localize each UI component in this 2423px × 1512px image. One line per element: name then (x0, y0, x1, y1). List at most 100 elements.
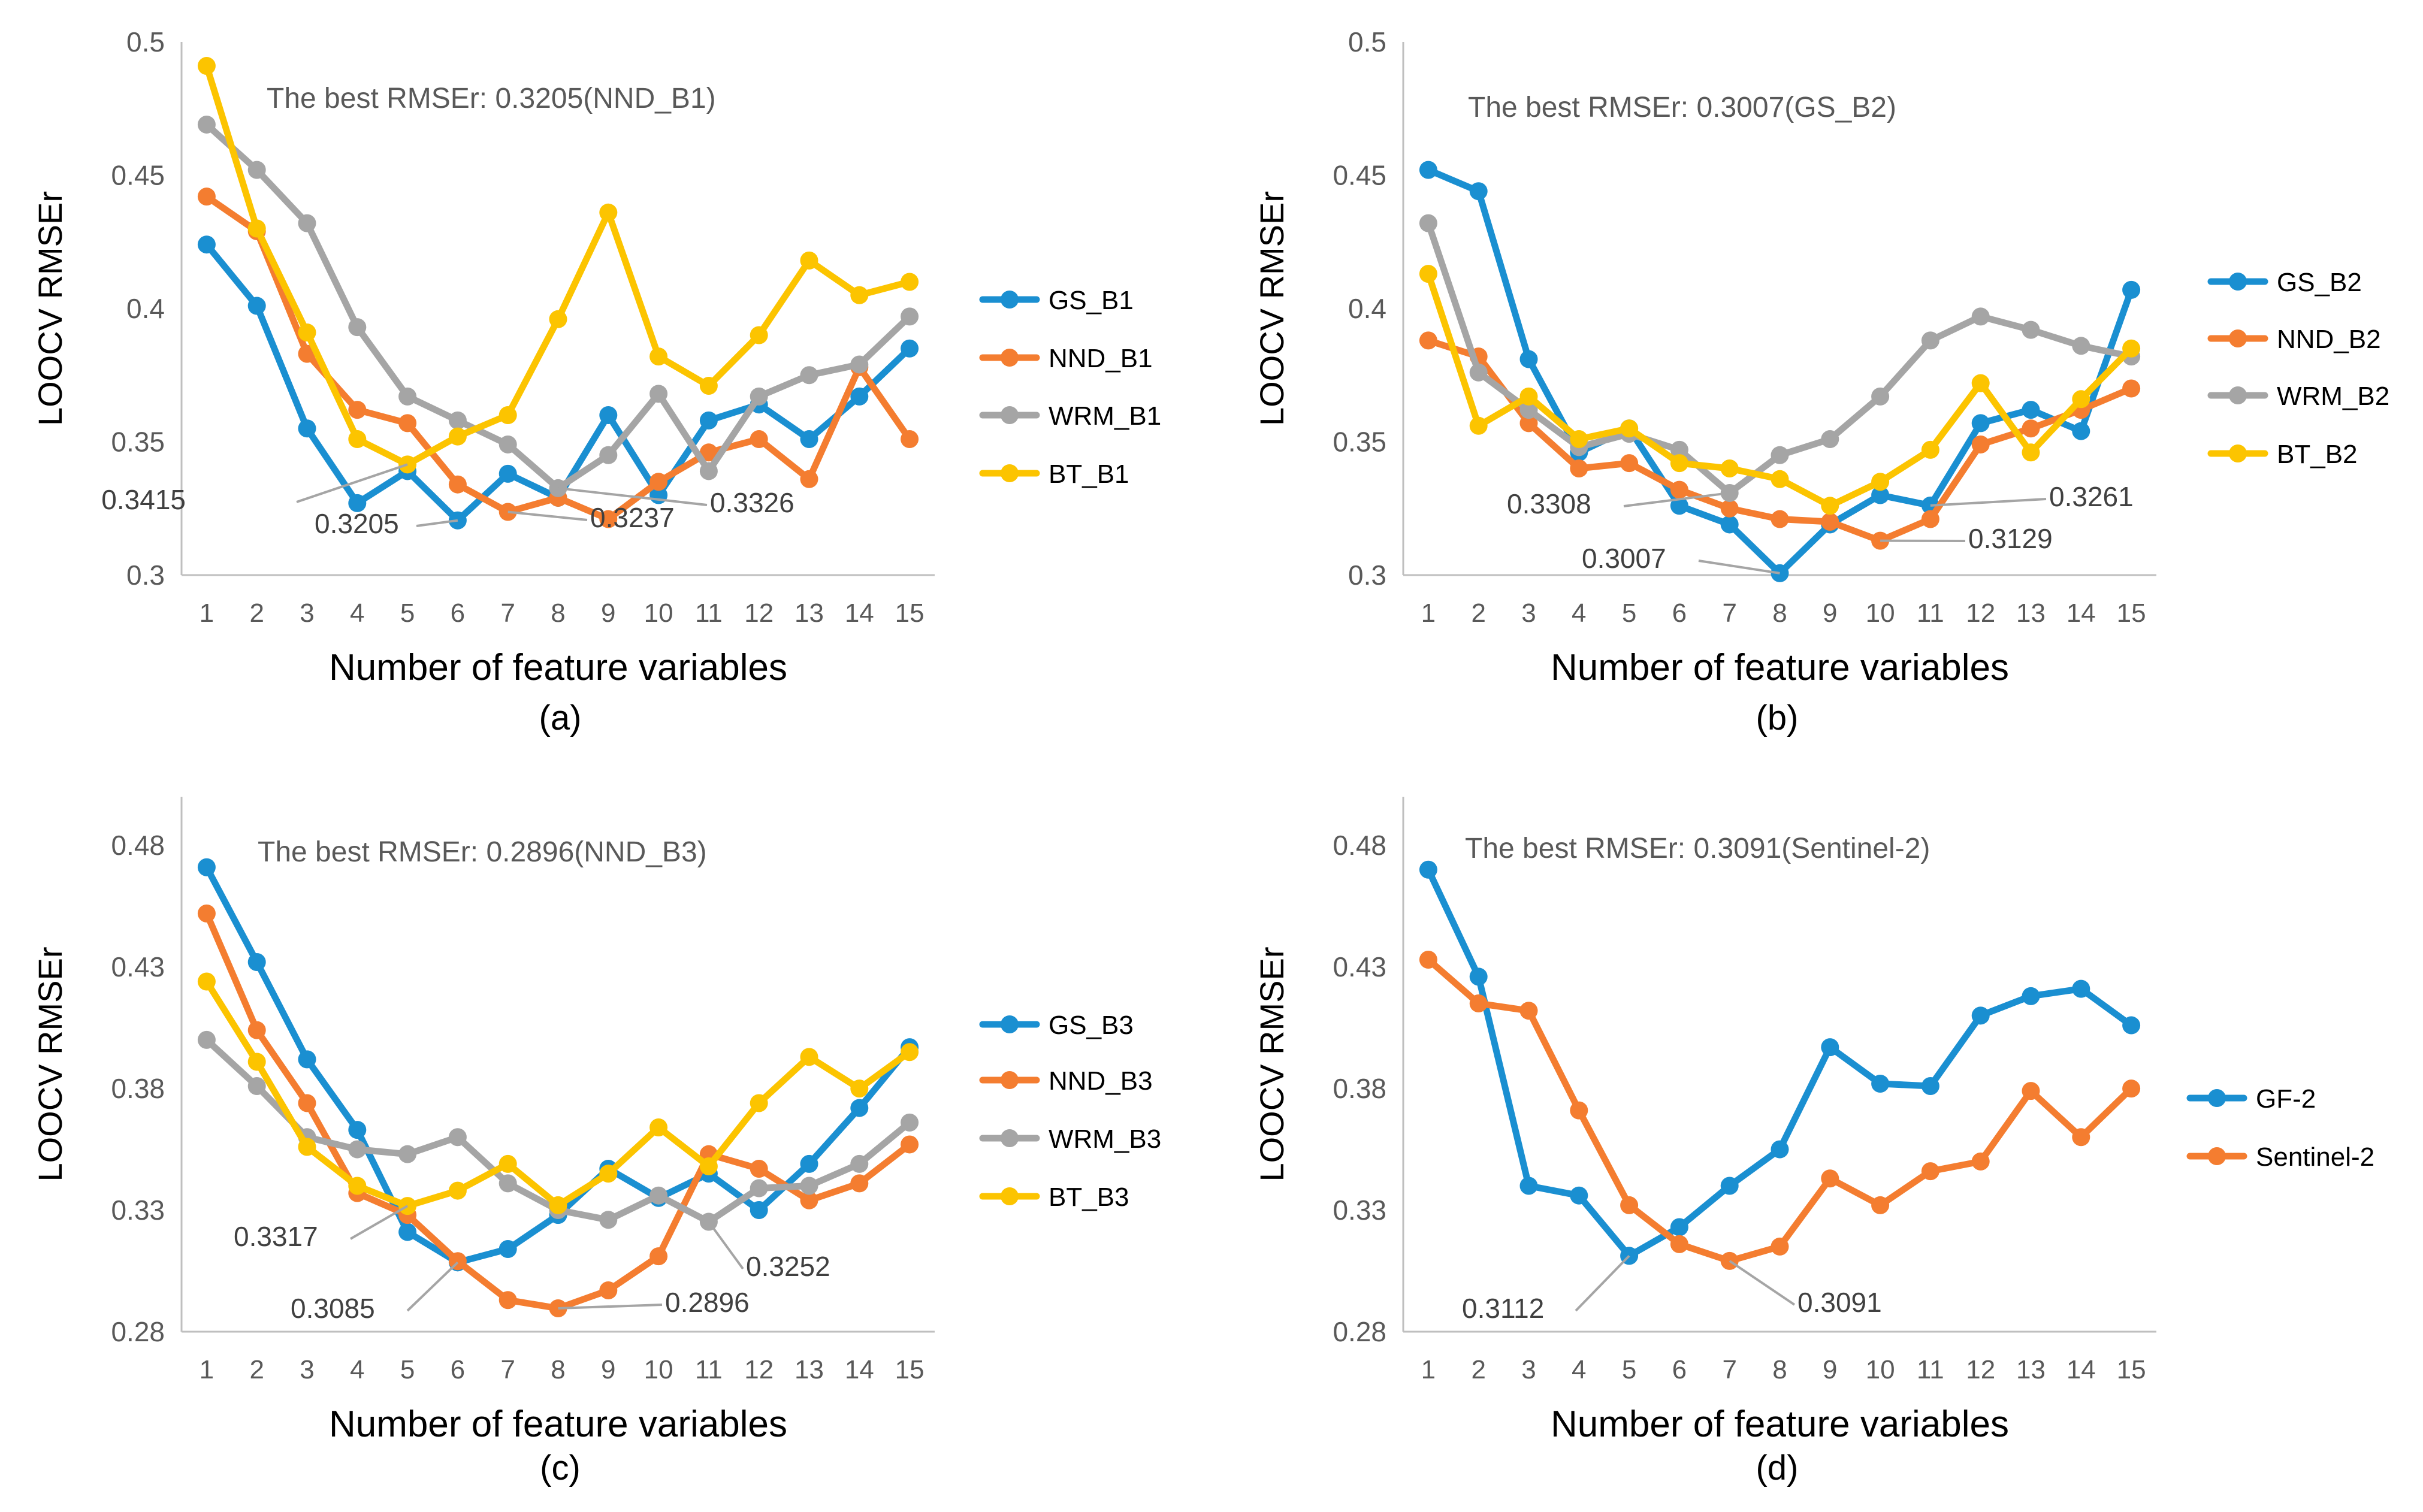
x-tick-label: 11 (695, 598, 723, 628)
data-point-NND_B2 (1821, 513, 1839, 531)
data-point-NND_B2 (2022, 419, 2040, 438)
data-point-Sentinel-2 (1670, 1235, 1688, 1253)
data-point-BT_B2 (1469, 416, 1488, 435)
data-point-GS_B2 (2072, 422, 2090, 440)
data-point-BT_B2 (2022, 443, 2040, 462)
x-tick-label: 9 (1823, 1355, 1837, 1384)
y-tick-label: 0.38 (111, 1073, 165, 1104)
data-point-BT_B2 (1419, 265, 1437, 283)
y-axis-title: LOOCV RMSEr (1253, 191, 1291, 426)
x-tick-label: 8 (551, 1355, 565, 1384)
chart-panel-2: 0.30.350.40.450.51 2 3 4 5 6 7 8 9 10 11 12 13 14 15LO… (1253, 26, 2389, 737)
data-point-BT_B1 (499, 406, 517, 424)
data-point-WRM_B1 (750, 387, 768, 406)
data-point-GF-2 (1519, 1177, 1538, 1195)
data-point-WRM_B1 (599, 446, 618, 464)
data-point-WRM_B3 (599, 1211, 618, 1229)
y-tick-label: 0.33 (111, 1195, 165, 1226)
y-tick-label: 0.33 (1333, 1195, 1386, 1226)
x-tick-label: 8 (1772, 1355, 1787, 1384)
data-point-NND_B2 (1419, 331, 1437, 350)
x-tick-label: 15 (2117, 598, 2146, 628)
data-point-GS_B3 (298, 1050, 316, 1069)
data-point-NND_B3 (247, 1021, 266, 1039)
x-axis-title: Number of feature variables (1551, 1404, 2009, 1445)
x-tick-label: 5 (400, 598, 415, 628)
data-point-WRM_B3 (448, 1128, 467, 1147)
x-tick-label: 13 (2016, 1355, 2046, 1384)
x-tick-label: 6 (451, 1355, 465, 1384)
x-tick-label: 6 (451, 598, 465, 628)
data-point-Sentinel-2 (1469, 994, 1488, 1013)
best-rmser-note: The best RMSEr: 0.2896(NND_B3) (258, 836, 707, 868)
data-point-WRM_B2 (1921, 331, 1939, 350)
x-tick-label: 9 (601, 598, 615, 628)
x-tick-label: 10 (1866, 598, 1895, 628)
data-point-NND_B3 (499, 1291, 517, 1310)
data-point-WRM_B1 (247, 161, 266, 179)
annotation-label: 0.3237 (590, 502, 675, 533)
data-point-GF-2 (1469, 967, 1488, 986)
x-tick-label: 1 (1421, 1355, 1436, 1384)
legend-label: NND_B3 (1049, 1066, 1153, 1096)
data-point-WRM_B1 (901, 307, 919, 326)
data-point-NND_B2 (1570, 459, 1588, 477)
data-point-GS_B2 (1670, 497, 1688, 515)
x-tick-label: 15 (2117, 1355, 2146, 1384)
data-point-NND_B1 (699, 443, 718, 462)
annotation-leader-line (507, 510, 588, 521)
data-point-GS_B3 (197, 858, 216, 876)
y-tick-label: 0.4 (1348, 293, 1386, 324)
data-point-GF-2 (1419, 860, 1437, 879)
data-point-BT_B2 (2072, 390, 2090, 409)
annotation-leader-line (350, 1205, 409, 1240)
annotation-label: 0.3415 (101, 484, 186, 515)
annotation-label: 0.3261 (2049, 481, 2134, 512)
data-point-GF-2 (2072, 979, 2090, 998)
series-line-GF-2 (1425, 866, 2135, 1259)
x-tick-label: 5 (400, 1355, 415, 1384)
chart-panel-3: 0.280.330.380.430.481 2 3 4 5 6 7 8 9 10 11 12 13 14 1… (31, 797, 1161, 1487)
legend-label: Sentinel-2 (2256, 1142, 2374, 1172)
panel-caption: (a) (539, 698, 582, 737)
data-point-WRM_B1 (298, 214, 316, 232)
data-point-WRM_B1 (649, 385, 668, 403)
x-tick-label: 2 (1471, 598, 1485, 628)
data-point-BT_B2 (1921, 440, 1939, 459)
data-point-GS_B3 (348, 1121, 367, 1139)
x-tick-label: 5 (1622, 598, 1636, 628)
data-point-Sentinel-2 (1921, 1162, 1939, 1181)
data-point-BT_B2 (1821, 497, 1839, 515)
x-tick-label: 7 (500, 1355, 515, 1384)
data-point-Sentinel-2 (1871, 1196, 1890, 1214)
data-point-BT_B2 (1871, 473, 1890, 491)
legend-label: NND_B1 (1049, 344, 1153, 373)
annotation-label: 0.3091 (1797, 1287, 1882, 1318)
x-tick-label: 3 (300, 1355, 314, 1384)
data-point-GS_B3 (750, 1201, 768, 1220)
x-tick-label: 14 (2067, 1355, 2096, 1384)
data-point-GS_B1 (197, 235, 216, 254)
legend-label: WRM_B1 (1049, 401, 1161, 431)
data-point-NND_B3 (298, 1094, 316, 1112)
data-point-GS_B2 (2022, 401, 2040, 419)
legend-swatch-marker (1001, 349, 1019, 367)
data-point-NND_B1 (348, 401, 367, 419)
x-tick-label: 13 (794, 1355, 824, 1384)
data-point-WRM_B1 (398, 387, 417, 406)
data-point-GS_B2 (2122, 280, 2141, 299)
legend-label: BT_B2 (2277, 440, 2358, 469)
legend-label: GF-2 (2256, 1084, 2316, 1114)
data-point-BT_B1 (448, 427, 467, 446)
data-point-WRM_B1 (499, 435, 517, 453)
data-point-NND_B2 (1720, 499, 1739, 518)
data-point-GS_B3 (247, 953, 266, 972)
data-point-BT_B1 (247, 219, 266, 238)
panel-caption: (b) (1756, 698, 1799, 737)
data-point-GF-2 (1771, 1140, 1789, 1159)
best-rmser-note: The best RMSEr: 0.3007(GS_B2) (1468, 92, 1896, 123)
data-point-WRM_B2 (2072, 337, 2090, 355)
x-tick-label: 2 (249, 598, 264, 628)
data-point-NND_B1 (599, 510, 618, 528)
